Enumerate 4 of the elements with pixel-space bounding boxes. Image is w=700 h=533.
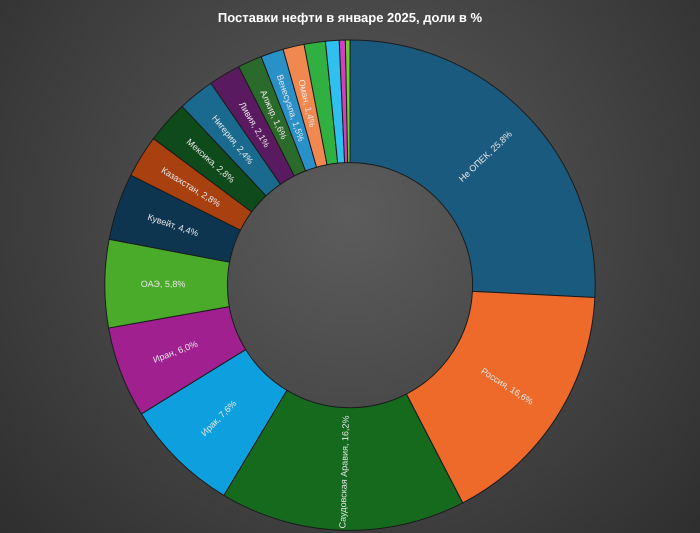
slice-label: Саудовская Аравия, 16,2% [337,415,351,529]
chart-title: Поставки нефти в январе 2025, доли в % [218,10,483,25]
slice-label: ОАЭ, 5,8% [140,278,186,290]
slice-label: Иран, 6,0% [152,338,200,365]
